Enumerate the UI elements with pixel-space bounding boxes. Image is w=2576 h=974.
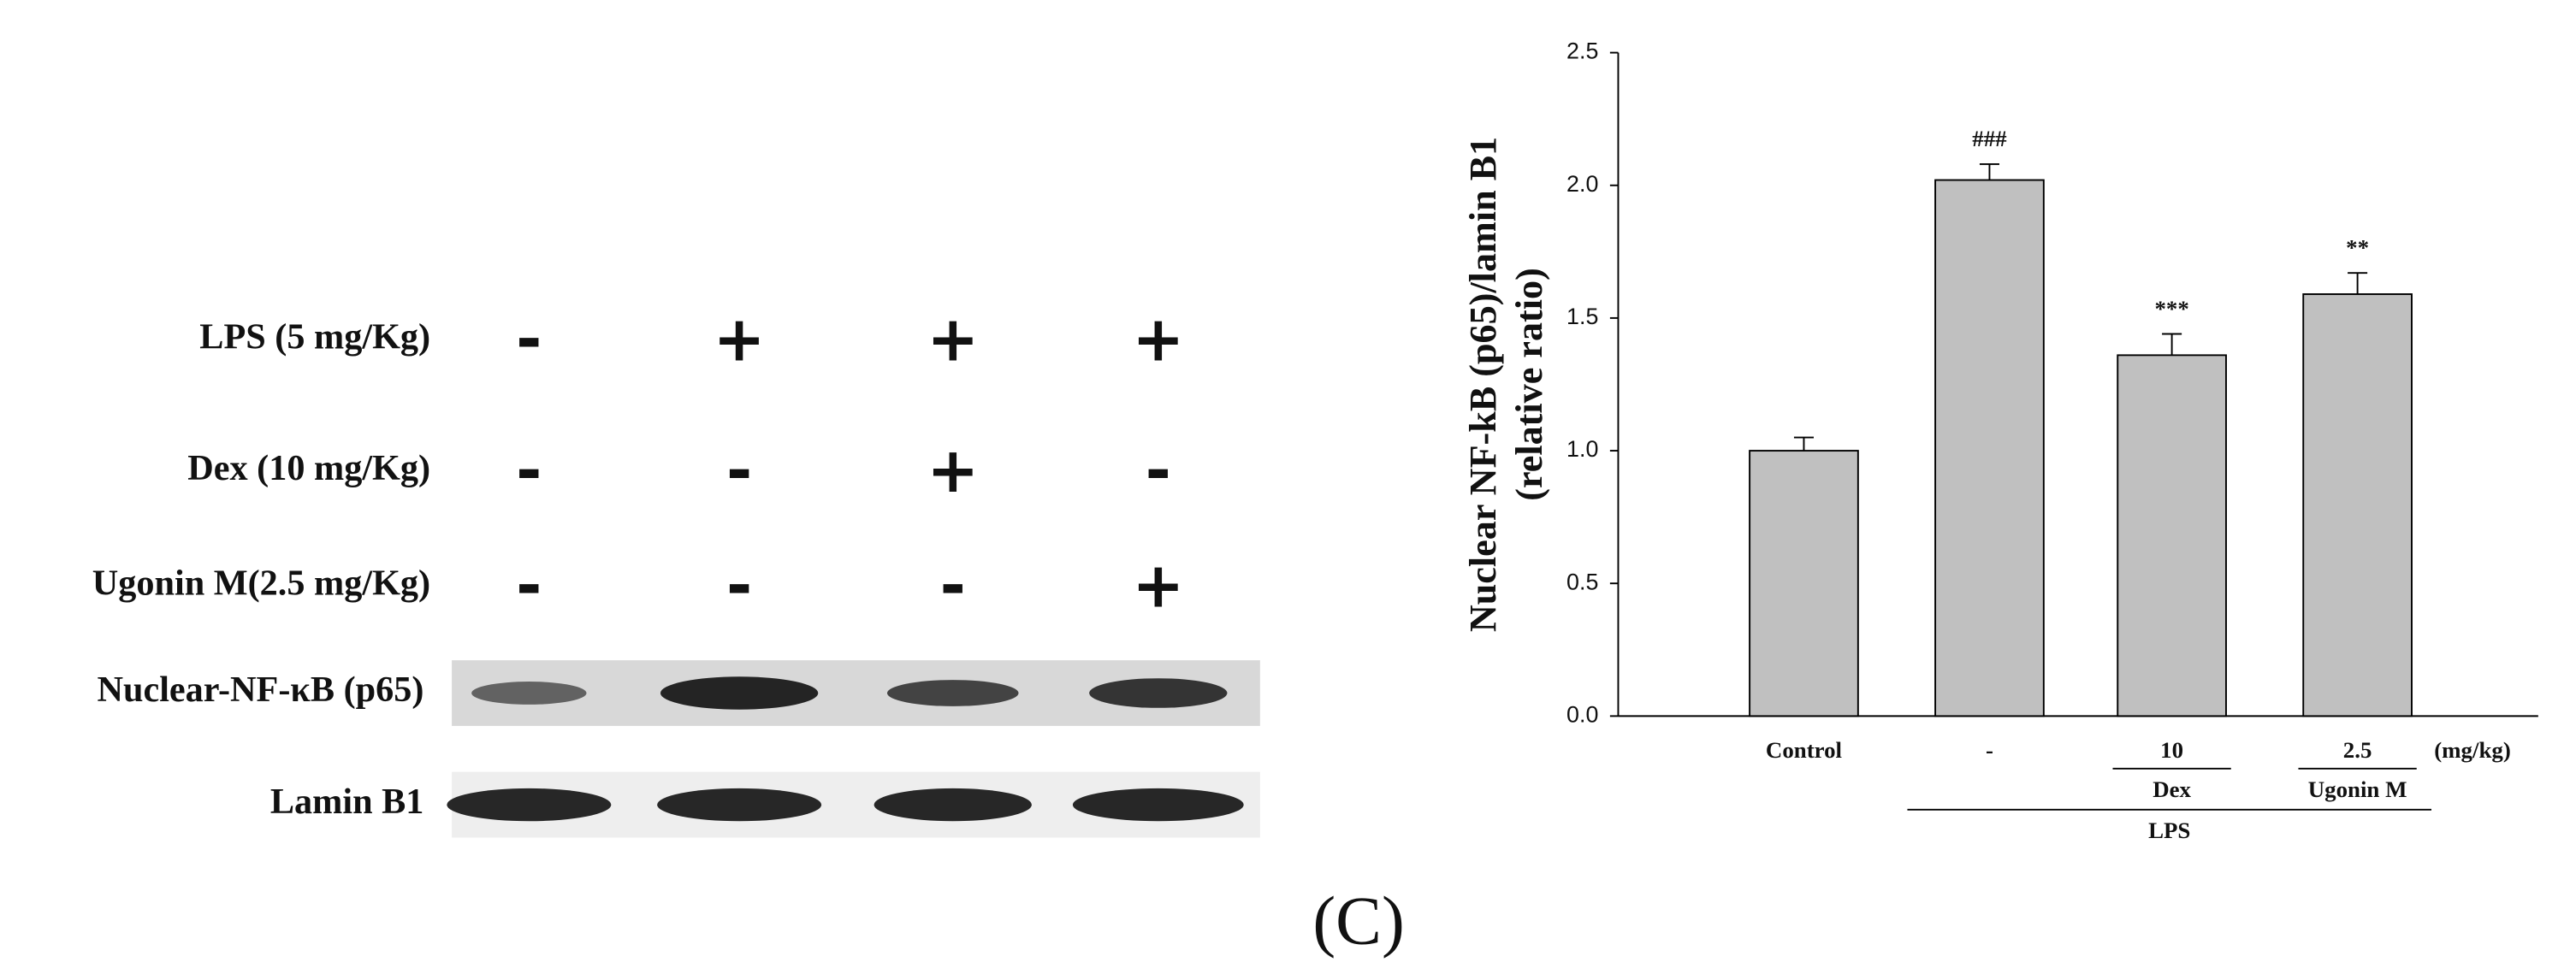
y-tick-label: 1.0	[1566, 436, 1598, 462]
sign: -	[1146, 434, 1171, 507]
sign: -	[940, 550, 966, 623]
y-tick-label: 2.5	[1566, 38, 1598, 64]
treatment-label: LPS (5 mg/Kg)	[199, 316, 430, 357]
y-label-line: (relative ratio)	[1508, 268, 1550, 501]
group-label: Dex	[2153, 776, 2191, 802]
band-label: Lamin B1	[270, 782, 424, 822]
band	[471, 682, 587, 705]
y-tick-label: 2.0	[1566, 171, 1598, 197]
significance: ***	[2154, 296, 2188, 322]
caption: (C)	[1312, 883, 1405, 959]
x-tick-label: 2.5	[2343, 737, 2372, 763]
band	[886, 680, 1019, 706]
bar	[2117, 354, 2227, 717]
y-tick-label: 0.5	[1566, 569, 1598, 594]
sign: -	[516, 303, 542, 375]
sign: -	[516, 550, 542, 623]
y-tick-label: 1.5	[1566, 304, 1598, 329]
group-label: LPS	[2148, 818, 2190, 843]
significance: ###	[1972, 126, 2007, 151]
band	[1072, 788, 1244, 822]
unit-label: (mg/kg)	[2434, 737, 2511, 763]
sign: +	[1132, 550, 1184, 623]
bar	[2302, 293, 2413, 717]
bar	[1749, 450, 1859, 717]
band-label: Nuclear-NF-κB (p65)	[97, 670, 423, 710]
band	[1089, 678, 1228, 708]
sign: -	[726, 550, 752, 623]
y-axis-label: Nuclear NF-kB (p65)/lamin B1 (relative ra…	[1462, 137, 1550, 632]
sign: +	[927, 303, 979, 375]
y-tick-label: 0.0	[1566, 701, 1598, 727]
band	[657, 788, 822, 822]
band	[447, 788, 612, 822]
significance: **	[2346, 234, 2369, 260]
x-tick-label: 10	[2160, 737, 2183, 763]
sign: +	[714, 303, 766, 375]
x-tick-label: Control	[1766, 737, 1842, 763]
sign: -	[516, 434, 542, 507]
treatment-label: Dex (10 mg/Kg)	[187, 448, 430, 488]
sign: +	[1132, 303, 1184, 375]
x-tick-label: -	[1986, 737, 1993, 763]
sign: +	[927, 434, 979, 507]
band	[660, 676, 819, 710]
band	[873, 788, 1032, 822]
group-label: Ugonin M	[2308, 776, 2407, 802]
y-label-line: Nuclear NF-kB (p65)/lamin B1	[1462, 137, 1504, 632]
bar	[1934, 179, 2045, 717]
treatment-label: Ugonin M(2.5 mg/Kg)	[92, 563, 430, 603]
sign: -	[726, 434, 752, 507]
